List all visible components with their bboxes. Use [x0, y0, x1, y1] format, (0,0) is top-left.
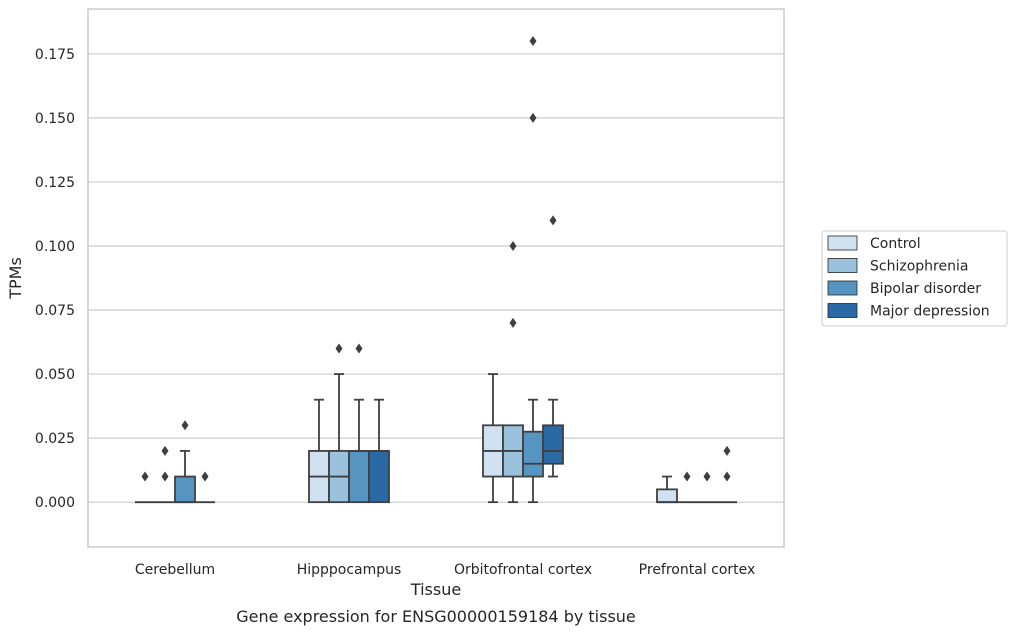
y-tick-label: 0.000 [35, 495, 75, 511]
box-group [697, 471, 717, 504]
outlier-point [181, 420, 189, 431]
y-tick-label: 0.150 [35, 111, 75, 127]
y-tick-label: 0.025 [35, 431, 75, 447]
box [348, 450, 370, 504]
box-group [522, 36, 544, 504]
plot-frame [87, 8, 785, 548]
x-tick-label: Hipppocampus [297, 562, 402, 578]
box [542, 424, 564, 465]
box-group [656, 475, 678, 504]
outlier-point [703, 471, 711, 482]
outlier-point [141, 471, 149, 482]
boxes [135, 36, 737, 504]
box-group [174, 420, 196, 504]
box-group [677, 471, 697, 504]
x-tick-label: Prefrontal cortex [639, 562, 756, 578]
legend-label: Bipolar disorder [870, 281, 981, 297]
legend-items: Control Schizophrenia Bipolar disorder Majo… [827, 235, 990, 320]
box-group [155, 445, 175, 504]
outlier-point [509, 317, 517, 328]
outlier-point [549, 215, 557, 226]
x-tick-label: Orbitofrontal cortex [454, 562, 592, 578]
chart-caption: Gene expression for ENSG00000159184 by t… [236, 607, 636, 626]
y-tick-label: 0.125 [35, 175, 75, 191]
y-tick-labels: 0.000 0.025 0.050 0.075 0.100 0.125 0.150 0.175 [35, 47, 75, 511]
box-group [717, 445, 737, 504]
box [368, 450, 390, 504]
outlier-point [161, 471, 169, 482]
outlier-point [355, 343, 363, 354]
outlier-point [683, 471, 691, 482]
legend-label: Major depression [870, 304, 990, 320]
legend-swatch [827, 235, 858, 251]
outlier-point [529, 112, 537, 123]
outlier-point [509, 240, 517, 251]
legend-frame [821, 230, 1008, 327]
box [656, 488, 678, 504]
y-tick-label: 0.175 [35, 47, 75, 63]
legend-swatch [827, 280, 858, 296]
box-group [195, 471, 215, 504]
gridlines [88, 53, 784, 503]
x-axis-label: Tissue [410, 580, 461, 599]
box-group [135, 471, 155, 504]
y-axis-label: TPMs [6, 257, 25, 300]
box-group [482, 373, 504, 504]
y-tick-label: 0.075 [35, 303, 75, 319]
x-tick-labels: Cerebellum Hipppocampus Orbitofrontal cort… [135, 562, 755, 578]
legend-label: Control [870, 236, 921, 252]
box [522, 430, 544, 478]
legend: Control Schizophrenia Bipolar disorder Majo… [821, 230, 1008, 327]
outlier-point [529, 36, 537, 47]
outlier-point [335, 343, 343, 354]
outlier-point [201, 471, 209, 482]
y-tick-label: 0.050 [35, 367, 75, 383]
outlier-point [161, 445, 169, 456]
box-group [368, 398, 390, 504]
x-tick-label: Cerebellum [135, 562, 215, 578]
outlier-point [723, 445, 731, 456]
box-group [542, 215, 564, 478]
box-group [308, 398, 330, 504]
box [174, 475, 196, 504]
legend-label: Schizophrenia [870, 259, 968, 275]
outlier-point [723, 471, 731, 482]
box-group [348, 343, 370, 504]
box-group [328, 343, 350, 504]
legend-swatch [827, 258, 858, 273]
box-group [502, 240, 524, 504]
y-tick-label: 0.100 [35, 239, 75, 255]
legend-swatch [827, 303, 858, 318]
